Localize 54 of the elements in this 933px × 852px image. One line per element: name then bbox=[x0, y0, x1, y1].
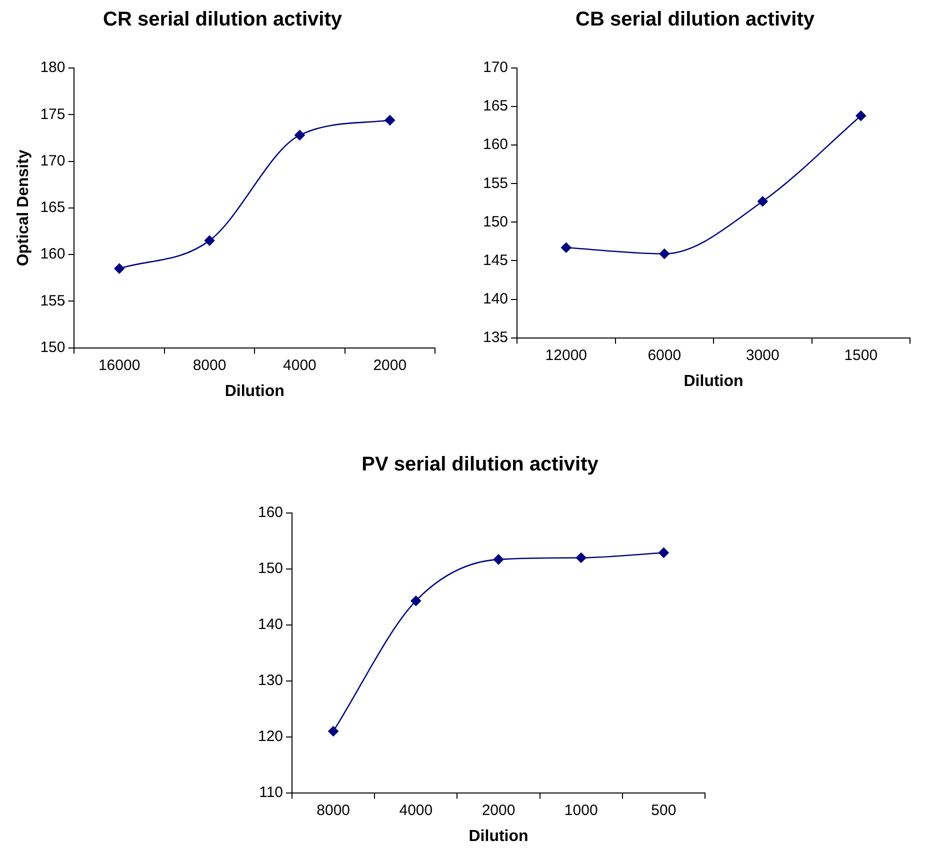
x-tick-label: 500 bbox=[651, 802, 676, 819]
y-axis-title: Optical Density bbox=[15, 150, 32, 266]
x-tick-label: 6000 bbox=[648, 346, 682, 364]
y-tick-label: 155 bbox=[482, 174, 508, 192]
x-tick-label: 2000 bbox=[482, 802, 516, 819]
y-tick-label: 180 bbox=[40, 59, 66, 76]
y-tick-label: 120 bbox=[258, 728, 284, 745]
y-tick-label: 140 bbox=[258, 616, 284, 634]
point bbox=[294, 130, 305, 140]
point bbox=[493, 554, 504, 565]
x-tick-label: 4000 bbox=[283, 356, 316, 374]
y-tick-label: 160 bbox=[482, 136, 508, 154]
y-tick-label: 150 bbox=[482, 213, 508, 230]
y-tick-label: 160 bbox=[258, 504, 284, 522]
point bbox=[410, 596, 422, 606]
y-tick-label: 135 bbox=[482, 328, 508, 346]
chart-title: CB serial dilution activity bbox=[576, 8, 816, 31]
y-tick-label: 170 bbox=[482, 59, 508, 76]
x-tick-label: 1000 bbox=[564, 802, 598, 819]
point bbox=[856, 110, 866, 121]
point bbox=[328, 726, 338, 736]
point bbox=[561, 242, 572, 253]
x-axis-title: Dilution bbox=[224, 382, 284, 400]
x-axis-title: Dilution bbox=[468, 828, 528, 845]
y-tick-label: 145 bbox=[482, 252, 508, 269]
point bbox=[384, 115, 396, 126]
point bbox=[576, 552, 586, 563]
point bbox=[659, 248, 670, 259]
point bbox=[114, 263, 124, 274]
y-tick-label: 165 bbox=[482, 98, 508, 115]
x-tick-label: 8000 bbox=[192, 356, 226, 374]
y-tick-label: 165 bbox=[40, 199, 66, 216]
x-tick-label: 16000 bbox=[98, 356, 140, 374]
chart-title: CR serial dilution activity bbox=[103, 8, 343, 31]
y-tick-label: 160 bbox=[40, 246, 66, 263]
y-tick-label: 155 bbox=[40, 292, 66, 310]
y-tick-label: 110 bbox=[259, 784, 284, 801]
x-tick-label: 12000 bbox=[545, 346, 588, 364]
y-tick-label: 140 bbox=[482, 290, 508, 308]
x-tick-label: 3000 bbox=[746, 346, 780, 364]
y-tick-label: 170 bbox=[40, 152, 66, 170]
y-tick-label: 150 bbox=[258, 560, 284, 578]
y-tick-label: 150 bbox=[40, 338, 66, 356]
y-tick-label: 175 bbox=[40, 106, 66, 123]
x-tick-label: 8000 bbox=[316, 802, 350, 819]
x-tick-label: 1500 bbox=[844, 346, 878, 364]
chart-title: PV serial dilution activity bbox=[362, 454, 600, 476]
x-axis-title: Dilution bbox=[684, 372, 744, 390]
y-tick-label: 130 bbox=[258, 672, 284, 690]
x-tick-label: 2000 bbox=[373, 356, 407, 374]
x-tick-label: 4000 bbox=[399, 802, 433, 819]
point bbox=[757, 196, 768, 207]
point bbox=[204, 235, 215, 246]
point bbox=[658, 548, 669, 558]
